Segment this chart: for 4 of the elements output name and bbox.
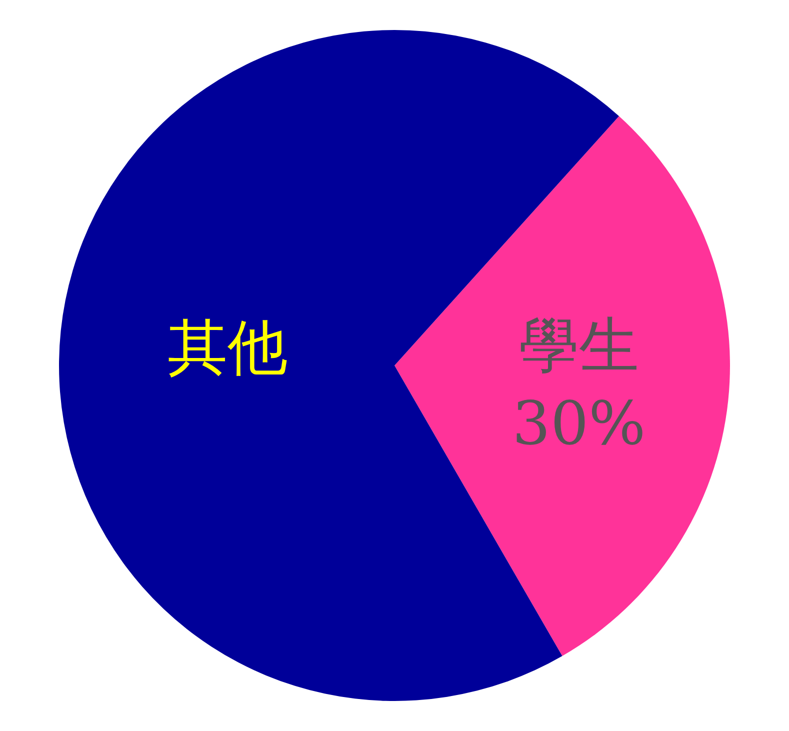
slice-label: 學生 xyxy=(518,310,639,381)
pie-slice xyxy=(394,116,730,656)
data-label: 30% xyxy=(512,388,646,459)
slice-label: 其他 xyxy=(168,312,288,383)
